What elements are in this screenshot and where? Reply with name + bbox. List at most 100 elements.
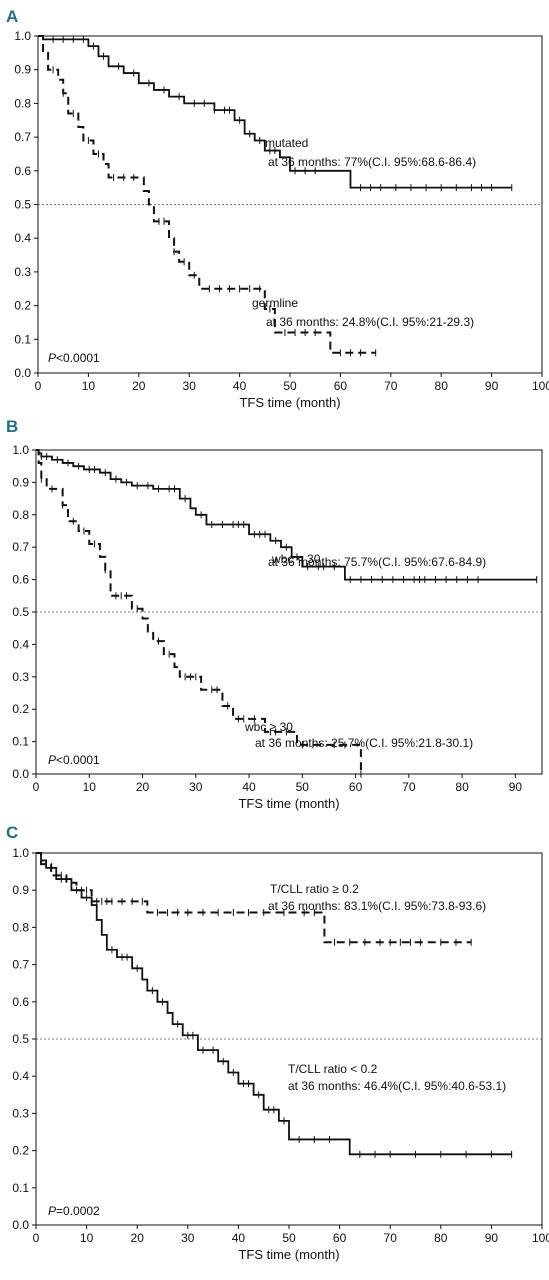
- p-value-number: <0.0001: [56, 753, 100, 767]
- x-tick-label: 60: [349, 780, 363, 794]
- x-tick-label: 50: [296, 780, 310, 794]
- x-tick-label: 80: [455, 780, 469, 794]
- y-tick-label: 1.0: [12, 443, 29, 457]
- survival-curve: [38, 35, 512, 189]
- x-axis-label: TFS time (month): [238, 1247, 339, 1262]
- y-tick-label: 0.2: [12, 1144, 29, 1158]
- panel-letter: C: [6, 823, 18, 842]
- p-value-number: =0.0002: [56, 1204, 100, 1218]
- series-annotation: at 36 months: 83.1%(C.I. 95%:73.8-93.6): [268, 899, 486, 913]
- y-tick-label: 0.7: [12, 540, 29, 554]
- x-tick-label: 40: [233, 379, 247, 393]
- x-tick-label: 20: [131, 1231, 145, 1245]
- panel-b: B 0.0 0.1 0.2 0.3 0.4 0.5 0.6 0.7 0.8 0.9 1.0 0 10 20 3…: [6, 417, 543, 811]
- p-value-number: <0.0001: [56, 351, 100, 365]
- p-value-symbol: P: [48, 753, 56, 767]
- series-annotation: at 36 months: 77%(C.I. 95%:68.6-86.4): [268, 155, 476, 169]
- y-tick-label: 0.9: [12, 475, 29, 489]
- series-annotation: at 36 months: 24.8%(C.I. 95%:21-29.3): [266, 315, 474, 329]
- x-tick-label: 40: [232, 1231, 246, 1245]
- survival-curve: [38, 35, 376, 354]
- panel-letter: B: [6, 417, 18, 436]
- series-annotation: at 36 months: 75.7%(C.I. 95%:67.6-84.9): [268, 555, 486, 569]
- x-tick-label: 70: [384, 379, 398, 393]
- y-tick-label: 0.7: [14, 130, 31, 144]
- series-label: wbc ≥ 30: [244, 720, 293, 734]
- y-tick-label: 0.7: [12, 958, 29, 972]
- y-tick-label: 0.8: [12, 920, 29, 934]
- x-tick-label: 40: [242, 780, 256, 794]
- y-tick-label: 0.1: [14, 332, 31, 346]
- x-tick-label: 0: [33, 780, 40, 794]
- y-tick-label: 1.0: [12, 846, 29, 860]
- x-tick-label: 50: [282, 1231, 296, 1245]
- y-tick-label: 0.6: [12, 573, 29, 587]
- y-tick-label: 0.6: [12, 995, 29, 1009]
- y-tick-label: 0.8: [14, 96, 31, 110]
- x-tick-label: 70: [402, 780, 416, 794]
- x-tick-label: 100: [532, 379, 549, 393]
- x-tick-label: 20: [132, 379, 146, 393]
- x-axis-label: TFS time (month): [238, 796, 339, 811]
- x-tick-label: 50: [283, 379, 297, 393]
- x-tick-label: 0: [35, 379, 42, 393]
- x-tick-label: 60: [333, 1231, 347, 1245]
- y-tick-label: 0.2: [14, 299, 31, 313]
- p-value-symbol: P: [48, 351, 56, 365]
- series-annotation: at 36 months: 46.4%(C.I. 95%:40.6-53.1): [288, 1079, 506, 1093]
- y-tick-label: 0.8: [12, 508, 29, 522]
- x-tick-label: 10: [83, 780, 97, 794]
- survival-curve: [36, 449, 362, 774]
- p-value-symbol: P: [48, 1204, 56, 1218]
- x-tick-label: 60: [334, 379, 348, 393]
- series-label: germline: [252, 296, 298, 310]
- x-tick-label: 70: [384, 1231, 398, 1245]
- y-tick-label: 0.4: [12, 1069, 29, 1083]
- y-tick-label: 0.0: [12, 767, 29, 781]
- y-tick-label: 0.3: [12, 670, 29, 684]
- y-tick-label: 1.0: [14, 29, 31, 43]
- y-tick-label: 0.1: [12, 1181, 29, 1195]
- panel-a: A 0.0 0.1 0.2 0.3 0.4 0.5 0.6 0.7 0.8 0.9 1.0 0 10 20 3…: [6, 7, 549, 410]
- x-tick-label: 30: [189, 780, 203, 794]
- series-1: germline at 36 months: 24.8%(C.I. 95%:21-…: [38, 35, 474, 357]
- y-tick-label: 0.4: [14, 231, 31, 245]
- y-tick-label: 0.2: [12, 702, 29, 716]
- y-tick-label: 0.9: [12, 883, 29, 897]
- series-0: T/CLL ratio ≥ 0.2 at 36 months: 83.1%(C.I…: [36, 852, 486, 946]
- x-tick-label: 30: [183, 379, 197, 393]
- p-value: P=0.0002: [48, 1204, 100, 1218]
- x-tick-label: 10: [82, 379, 96, 393]
- panel-letter: A: [6, 7, 18, 26]
- y-tick-label: 0.4: [12, 637, 29, 651]
- y-tick-label: 0.0: [12, 1218, 29, 1232]
- survival-curve: [36, 449, 537, 581]
- series-label: wbc < 30: [271, 552, 321, 566]
- x-tick-label: 30: [181, 1231, 195, 1245]
- series-1: T/CLL ratio < 0.2 at 36 months: 46.4%(C.I…: [36, 852, 513, 1158]
- y-tick-label: 0.9: [14, 63, 31, 77]
- series-label: T/CLL ratio < 0.2: [288, 1062, 378, 1076]
- x-tick-label: 0: [33, 1231, 40, 1245]
- y-tick-label: 0.1: [12, 735, 29, 749]
- x-tick-label: 90: [485, 1231, 499, 1245]
- p-value: P<0.0001: [48, 351, 100, 365]
- series-1: wbc ≥ 30 at 36 months: 25.7%(C.I. 95%:21.…: [36, 449, 473, 778]
- x-tick-label: 80: [434, 1231, 448, 1245]
- y-tick-label: 0.6: [14, 164, 31, 178]
- y-tick-label: 0.5: [12, 605, 29, 619]
- y-tick-label: 0.0: [14, 366, 31, 380]
- y-tick-label: 0.5: [12, 1032, 29, 1046]
- x-tick-label: 90: [485, 379, 499, 393]
- x-axis-label: TFS time (month): [239, 395, 340, 410]
- series-label: T/CLL ratio ≥ 0.2: [270, 882, 359, 896]
- x-tick-label: 20: [136, 780, 150, 794]
- p-value: P<0.0001: [48, 753, 100, 767]
- series-annotation: at 36 months: 25.7%(C.I. 95%:21.8-30.1): [255, 736, 473, 750]
- x-tick-label: 100: [532, 1231, 549, 1245]
- series-label: mutated: [265, 136, 308, 150]
- series-0: mutated at 36 months: 77%(C.I. 95%:68.6-8…: [38, 35, 513, 192]
- panel-c: C 0.0 0.1 0.2 0.3 0.4 0.5 0.6 0.7 0.8 0.9 1.0 0 10 20 3…: [6, 823, 549, 1262]
